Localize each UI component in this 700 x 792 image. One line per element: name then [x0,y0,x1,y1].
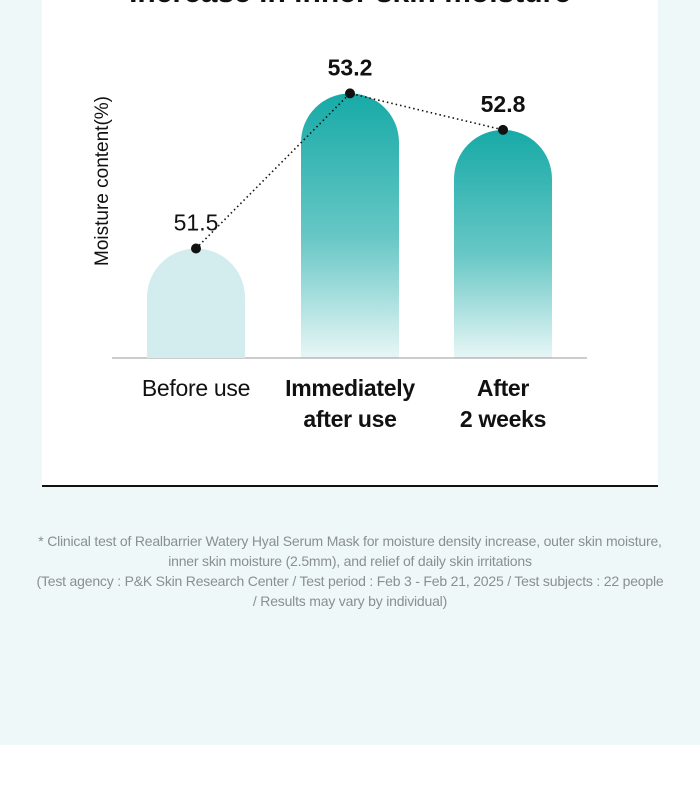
x-tick-label: After 2 weeks [459,375,547,432]
bar [454,129,552,358]
footnote-line: / Results may vary by individual) [252,593,448,609]
point [498,124,508,135]
footnote-line: * Clinical test of Realbarrier Watery Hy… [38,533,662,549]
footnote-line: inner skin moisture (2.5mm), and relief … [168,553,532,569]
point [345,88,355,99]
bar [147,248,245,358]
footnote-line: (Test agency : P&K Skin Research Center … [36,573,664,589]
bar [301,93,399,359]
divider [42,485,658,487]
value-label: 51.5 [174,210,219,236]
footnote: * Clinical test of Realbarrier Watery Hy… [0,531,700,611]
y-axis-label: Moisture content(%) [92,96,113,266]
x-tick-label: Immediately after use [285,375,415,432]
point [191,243,201,254]
chart-title: Increase in inner skin moisture [129,0,571,9]
x-tick-label: Before use [141,375,251,401]
value-label: 52.8 [481,91,526,117]
trend-line [195,92,504,250]
value-label: 53.2 [328,54,373,80]
